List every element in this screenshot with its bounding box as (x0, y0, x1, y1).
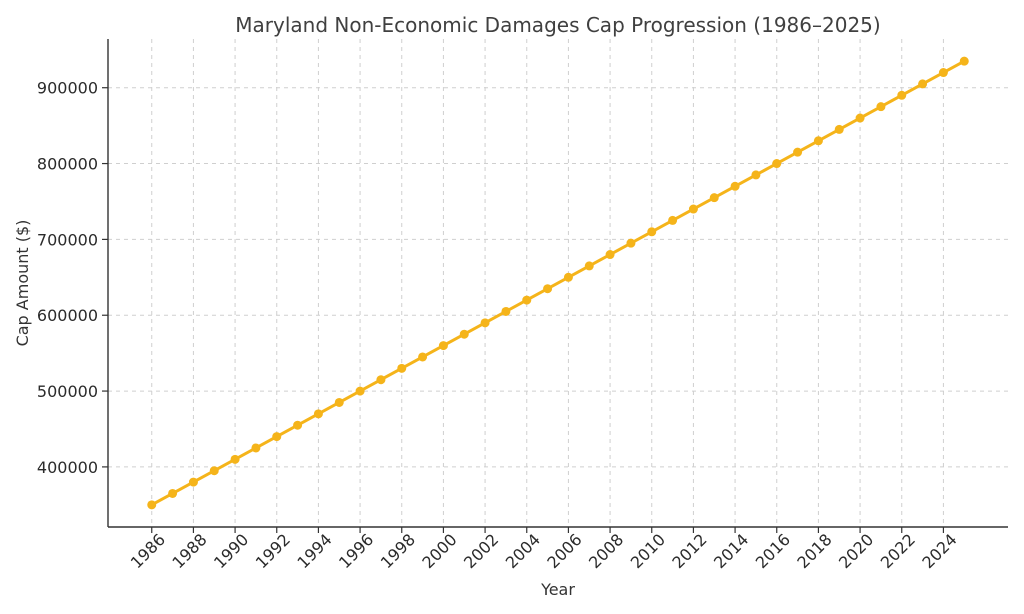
grid (108, 39, 1008, 527)
axes (107, 39, 1008, 528)
data-point (938, 68, 948, 78)
data-point (438, 341, 448, 351)
data-point (668, 215, 678, 225)
data-point (543, 284, 553, 294)
x-tick-label: 2006 (543, 530, 585, 572)
x-tick-label: 1988 (168, 530, 210, 572)
data-point (293, 420, 303, 430)
x-tick-label: 2004 (502, 530, 544, 572)
data-point (772, 159, 782, 169)
x-tick-label: 2002 (460, 530, 502, 572)
data-point (376, 375, 386, 385)
data-point (334, 397, 344, 407)
data-point (730, 181, 740, 191)
data-point (147, 500, 157, 510)
data-point (688, 204, 698, 214)
data-point (459, 329, 469, 339)
y-tick-label: 900000 (37, 79, 98, 98)
chart-title: Maryland Non-Economic Damages Cap Progre… (235, 13, 880, 37)
data-point (188, 477, 198, 487)
x-tick-label: 1994 (293, 530, 335, 572)
series-line (150, 59, 966, 507)
x-tick-label: 2014 (710, 530, 752, 572)
data-point (605, 250, 615, 260)
x-tick-label: 2016 (752, 530, 794, 572)
data-point (751, 170, 761, 180)
data-point (876, 102, 886, 112)
data-point (209, 466, 219, 476)
x-tick-label: 2012 (668, 530, 710, 572)
x-tick-label: 1992 (252, 530, 294, 572)
data-point (897, 90, 907, 100)
data-point (626, 238, 636, 248)
data-point (918, 79, 928, 89)
data-point (418, 352, 428, 362)
x-tick-label: 2000 (418, 530, 460, 572)
x-tick-label: 2018 (793, 530, 835, 572)
data-point (793, 147, 803, 157)
data-point (168, 488, 178, 498)
data-point (584, 261, 594, 271)
data-point (501, 306, 511, 316)
x-tick-label: 1998 (377, 530, 419, 572)
data-point (313, 409, 323, 419)
data-point (251, 443, 261, 453)
x-tick-label: 2024 (918, 530, 960, 572)
y-axis-label: Cap Amount ($) (13, 220, 32, 347)
x-axis-label: Year (540, 580, 575, 599)
ticks: 1986 1988 1990 1992 1994 1996 1998 2000 2002 2004… (37, 79, 961, 573)
x-tick-label: 1996 (335, 530, 377, 572)
data-point (959, 56, 969, 66)
data-point (647, 227, 657, 237)
data-point (813, 136, 823, 146)
data-point (355, 386, 365, 396)
y-tick-label: 500000 (37, 382, 98, 401)
x-tick-label: 2010 (627, 530, 669, 572)
y-tick-label: 800000 (37, 155, 98, 174)
x-tick-label: 2022 (877, 530, 919, 572)
data-point (855, 113, 865, 123)
data-point (397, 363, 407, 373)
x-tick-label: 2008 (585, 530, 627, 572)
x-tick-label: 1986 (127, 530, 169, 572)
data-point (230, 454, 240, 464)
data-point (272, 432, 282, 442)
data-point (563, 272, 573, 282)
data-point (709, 193, 719, 203)
data-point (480, 318, 490, 328)
x-tick-label: 2020 (835, 530, 877, 572)
y-tick-label: 400000 (37, 458, 98, 477)
series-layer (147, 56, 969, 510)
data-point (834, 124, 844, 134)
y-tick-label: 600000 (37, 306, 98, 325)
data-point (522, 295, 532, 305)
y-tick-label: 700000 (37, 230, 98, 249)
x-tick-label: 1990 (210, 530, 252, 572)
